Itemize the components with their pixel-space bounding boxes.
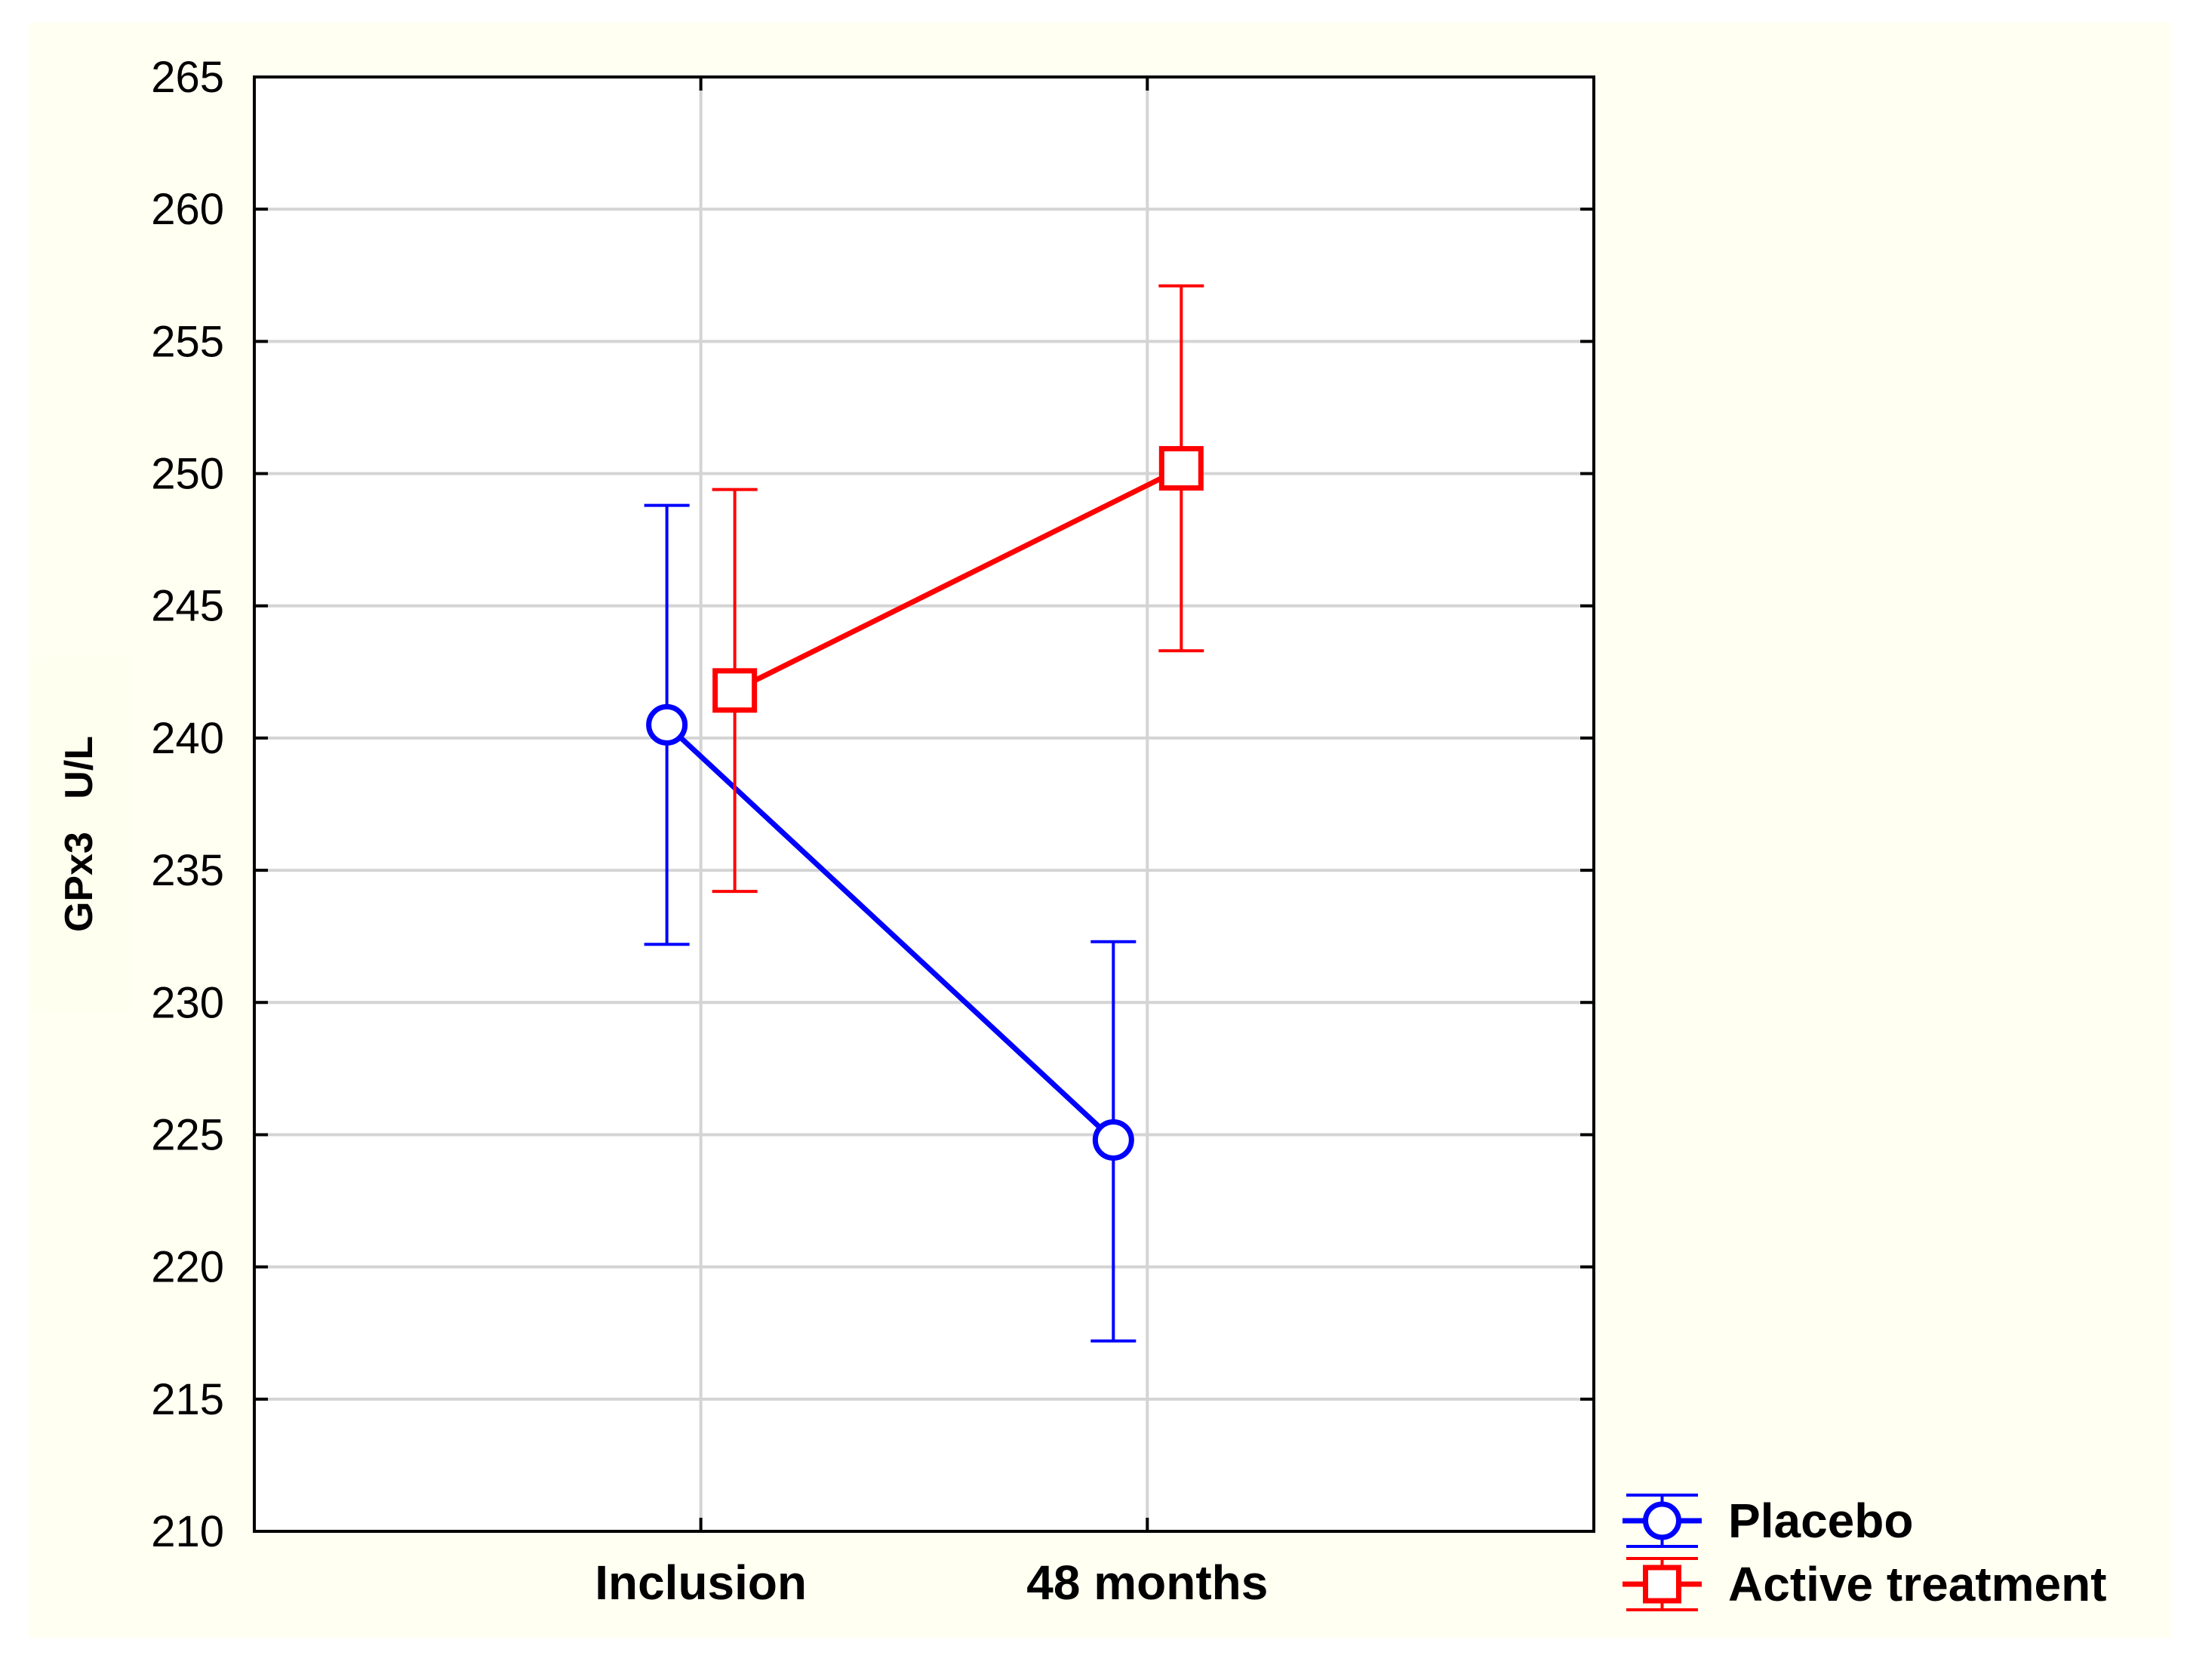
plot-frame [253,75,1595,1533]
data-point [1092,1118,1134,1161]
y-axis-label: GPx3 U/L [57,736,101,932]
data-point [646,703,688,746]
y-tick-label: 260 [151,185,224,234]
y-tick-label: 230 [151,978,224,1027]
legend-marker [1643,1501,1681,1540]
y-tick-label: 210 [151,1507,224,1556]
legend-item: Placebo [1623,1494,1913,1548]
x-category-label: Inclusion [595,1555,807,1610]
y-tick-label: 240 [151,714,224,763]
y-tick-label: 265 [151,53,224,102]
legend-label: Placebo [1728,1494,1913,1548]
x-axis-ticks: Inclusion 48 months [595,77,1268,1610]
y-tick-label: 220 [151,1243,224,1292]
gridlines [254,77,1594,1531]
series-line [734,466,1183,693]
legend: Placebo Active treatment [1623,1494,2107,1611]
y-tick-label: 225 [151,1110,224,1159]
y-tick-label: 215 [151,1375,224,1424]
legend-item: Active treatment [1623,1557,2107,1611]
series-active-treatment [712,284,1204,894]
legend-marker [1643,1565,1681,1604]
ylabel-box [33,657,131,1011]
x-category-label: 48 months [1026,1555,1268,1610]
y-tick-label: 235 [151,846,224,895]
legend-label: Active treatment [1728,1557,2107,1611]
series-placebo [644,503,1137,1343]
y-tick-label: 245 [151,582,224,631]
series-line [665,722,1115,1143]
y-tick-label: 255 [151,317,224,366]
series-layer [644,284,1204,1343]
data-point [712,668,758,713]
plot-area [254,77,1594,1531]
data-point [1158,446,1204,491]
y-tick-label: 250 [151,450,224,499]
